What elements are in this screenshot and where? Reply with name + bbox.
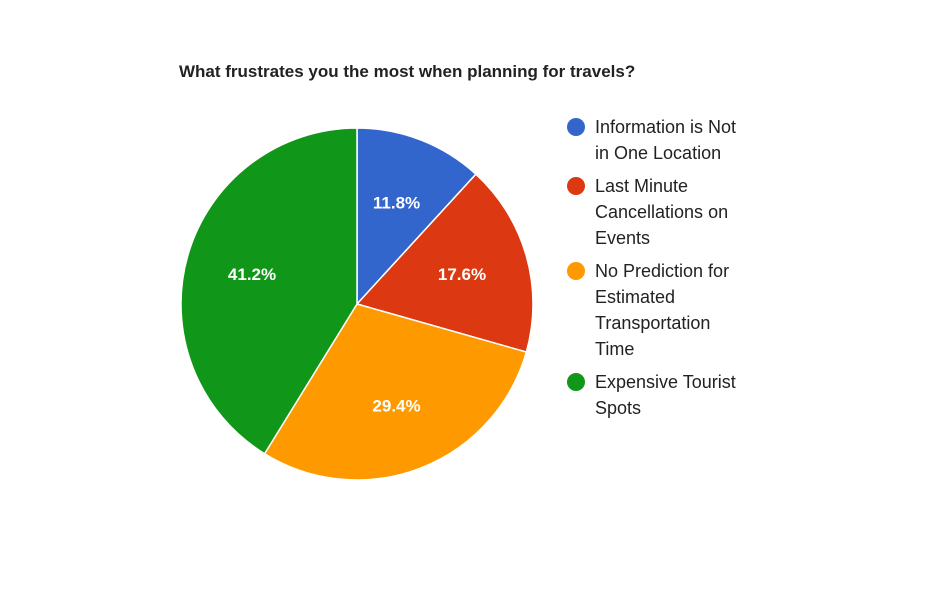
legend-label-line: in One Location	[595, 143, 722, 163]
legend-label-line: Transportation	[595, 313, 711, 333]
pie-slice-label-1: 17.6%	[438, 265, 486, 284]
pie-slice-label-2: 29.4%	[372, 397, 420, 416]
legend-item-expensive-tourist-spots[interactable]: Expensive Tourist Spots	[567, 369, 767, 421]
legend-swatch-red	[567, 177, 585, 195]
legend-item-last-minute-cancellations[interactable]: Last Minute Cancellations on Events	[567, 173, 767, 251]
legend: Information is Not in One Location Last …	[567, 114, 767, 428]
legend-swatch-blue	[567, 118, 585, 136]
legend-swatch-orange	[567, 262, 585, 280]
legend-label-line: Cancellations on	[595, 202, 729, 222]
pie-slice-3[interactable]	[180, 127, 358, 455]
legend-label-line: Estimated	[595, 287, 676, 307]
chart-title: What frustrates you the most when planni…	[179, 62, 636, 81]
pie-slice-label-3: 41.2%	[228, 265, 276, 284]
legend-label-line: Spots	[595, 398, 642, 418]
pie-slice-label-0: 11.8%	[373, 193, 420, 212]
legend-swatch-green	[567, 373, 585, 391]
pie-slice-1[interactable]	[355, 173, 534, 353]
pie-slice-0[interactable]	[356, 127, 477, 306]
legend-label-line: Expensive Tourist	[595, 372, 736, 392]
legend-label-line: Time	[595, 339, 635, 359]
legend-label-line: Events	[595, 228, 651, 248]
legend-item-information-not-in-one-location[interactable]: Information is Not in One Location	[567, 114, 767, 166]
legend-item-no-prediction-transportation-time[interactable]: No Prediction for Estimated Transportati…	[567, 258, 767, 362]
legend-label-line: Information is Not	[595, 117, 737, 137]
legend-label-line: Last Minute	[595, 176, 689, 196]
legend-label-line: No Prediction for	[595, 261, 730, 281]
